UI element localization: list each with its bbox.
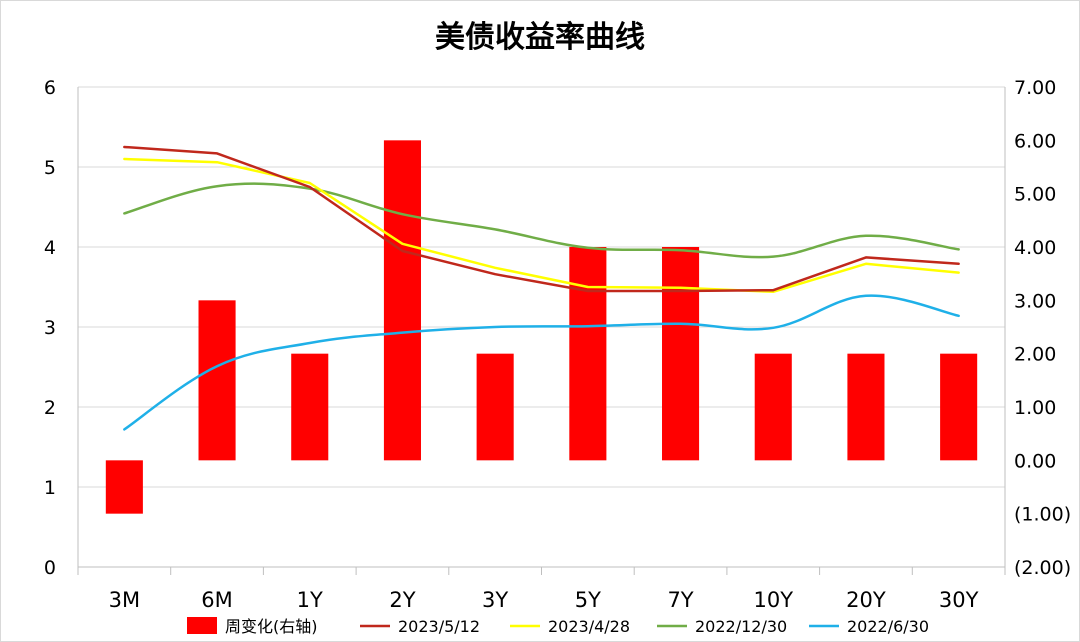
bar-6M bbox=[198, 300, 236, 461]
legend-bar-swatch bbox=[187, 617, 217, 634]
legend: 周变化(右轴) 2023/5/12 2023/4/28 2022/12/30 2022/… bbox=[187, 617, 929, 636]
legend-label: 2023/5/12 bbox=[398, 617, 480, 636]
right-tick-label: 2.00 bbox=[1014, 344, 1056, 366]
bar-30Y bbox=[940, 353, 978, 461]
category-label: 7Y bbox=[667, 588, 693, 612]
left-tick-label: 0 bbox=[44, 557, 56, 579]
right-tick-label: 1.00 bbox=[1014, 397, 1056, 419]
category-label: 3Y bbox=[482, 588, 508, 612]
legend-label: 2022/12/30 bbox=[695, 617, 787, 636]
right-tick-label: 0.00 bbox=[1014, 450, 1056, 472]
bar-5Y bbox=[569, 247, 607, 461]
right-tick-label: 4.00 bbox=[1014, 237, 1056, 259]
bar-3M bbox=[105, 460, 143, 514]
bar-1Y bbox=[291, 353, 329, 461]
line-series-2022/6/30 bbox=[123, 294, 960, 431]
category-label: 6M bbox=[201, 588, 232, 612]
bar-20Y bbox=[847, 353, 885, 461]
line-series-2023/4/28 bbox=[123, 157, 960, 294]
legend-label: 周变化(右轴) bbox=[225, 617, 318, 636]
axis-layer: 0 1 2 3 4 5 6 (2.00) (1.00) 0.00 1.00 2.00 3.00 4.00 5… bbox=[44, 77, 1071, 612]
bar-layer bbox=[105, 140, 978, 514]
left-tick-label: 4 bbox=[44, 237, 56, 259]
left-tick-label: 1 bbox=[44, 477, 56, 499]
line-layer bbox=[123, 145, 960, 431]
left-tick-label: 6 bbox=[44, 77, 56, 99]
left-tick-label: 5 bbox=[44, 157, 56, 179]
category-label: 30Y bbox=[939, 588, 979, 612]
category-label: 5Y bbox=[575, 588, 601, 612]
category-label: 20Y bbox=[846, 588, 886, 612]
right-tick-label: (1.00) bbox=[1014, 504, 1071, 526]
right-tick-label: 7.00 bbox=[1014, 77, 1056, 99]
chart-title: 美债收益率曲线 bbox=[435, 20, 645, 55]
left-tick-label: 2 bbox=[44, 397, 56, 419]
bar-7Y bbox=[662, 247, 700, 461]
right-tick-label: 6.00 bbox=[1014, 130, 1056, 152]
bar-10Y bbox=[754, 353, 792, 461]
category-label: 3M bbox=[109, 588, 140, 612]
right-tick-label: (2.00) bbox=[1014, 557, 1071, 579]
left-tick-label: 3 bbox=[44, 317, 56, 339]
bar-2Y bbox=[383, 140, 421, 461]
line-series-2022/12/30 bbox=[123, 182, 960, 259]
right-tick-label: 5.00 bbox=[1014, 184, 1056, 206]
legend-label: 2022/6/30 bbox=[847, 617, 929, 636]
legend-label: 2023/4/28 bbox=[548, 617, 630, 636]
category-label: 10Y bbox=[753, 588, 793, 612]
category-label: 2Y bbox=[389, 588, 415, 612]
bar-3Y bbox=[476, 353, 514, 461]
line-series-2023/5/12 bbox=[123, 145, 960, 293]
category-label: 1Y bbox=[297, 588, 323, 612]
right-tick-label: 3.00 bbox=[1014, 290, 1056, 312]
